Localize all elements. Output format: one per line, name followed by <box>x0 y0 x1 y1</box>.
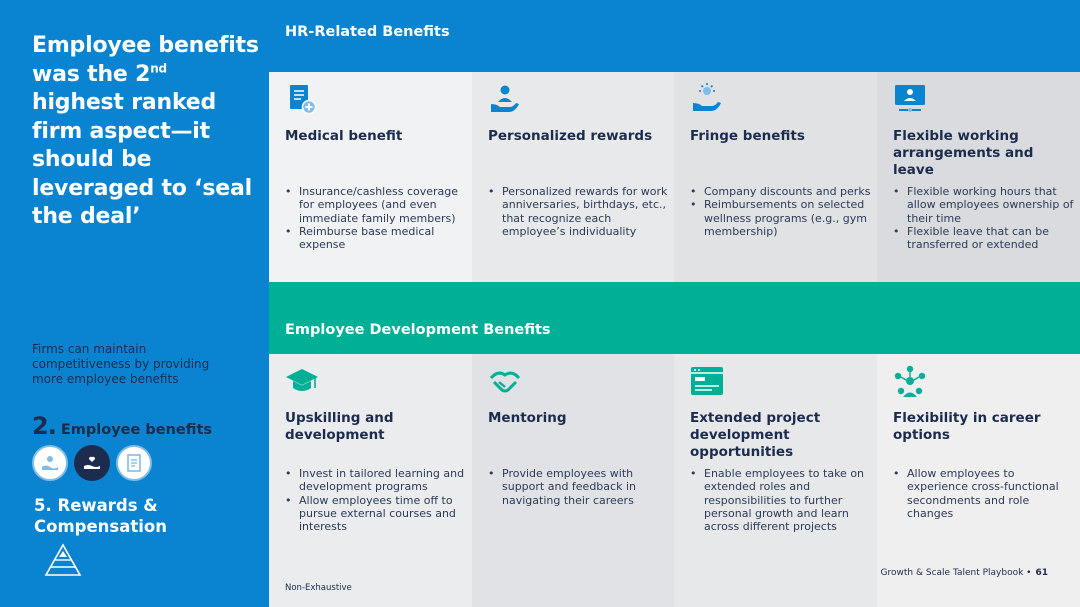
list-item: Flexible working hours that allow employ… <box>893 185 1075 225</box>
list-item: Allow employees to experience cross-func… <box>893 467 1075 520</box>
left-subtext: Firms can maintain competitiveness by pr… <box>32 342 210 386</box>
list-item: Reimbursements on selected wellness prog… <box>690 198 872 238</box>
document-icon <box>116 445 152 481</box>
footnote: Non-Exhaustive <box>285 583 352 593</box>
sun-hand-icon <box>690 82 724 116</box>
remote-laptop-icon <box>893 82 927 116</box>
card-personalized-rewards: Personalized rewards Personalized reward… <box>472 72 675 282</box>
card-title: Flexible working arrangements and leave <box>893 128 1034 178</box>
graduation-cap-icon <box>285 364 319 398</box>
card-fringe-benefits: Fringe benefits Company discounts and pe… <box>674 72 877 282</box>
headline: Employee benefits was the 2nd highest ra… <box>32 33 259 229</box>
list-item: Invest in tailored learning and developm… <box>285 467 467 494</box>
card-career-flexibility: Flexibility in career options Allow empl… <box>877 354 1080 607</box>
bullet-list: Allow employees to experience cross-func… <box>893 467 1075 520</box>
page-footer: Growth & Scale Talent Playbook • 61 <box>880 568 1048 578</box>
list-item: Allow employees time off to pursue exter… <box>285 494 467 534</box>
list-item: Personalized rewards for work anniversar… <box>488 185 670 238</box>
browser-window-icon <box>690 364 724 398</box>
left-panel: Employee benefits was the 2nd highest ra… <box>0 0 269 607</box>
card-title: Flexibility in career options <box>893 410 1041 443</box>
hr-benefits-header: HR-Related Benefits <box>269 0 1080 72</box>
list-item: Provide employees with support and feedb… <box>488 467 670 507</box>
rewards-label: 5. Rewards & Compensation <box>34 496 167 536</box>
heart-hand-icon <box>74 445 110 481</box>
list-item: Enable employees to take on extended rol… <box>690 467 872 533</box>
medical-document-icon <box>285 82 319 116</box>
bullet-list: Flexible working hours that allow employ… <box>893 185 1075 251</box>
handshake-icon <box>488 364 522 398</box>
list-item: Flexible leave that can be transferred o… <box>893 225 1075 252</box>
bullet-list: Personalized rewards for work anniversar… <box>488 185 670 238</box>
hand-coin-icon <box>32 445 68 481</box>
card-title: Personalized rewards <box>488 128 653 144</box>
list-item: Company discounts and perks <box>690 185 872 199</box>
pyramid-logo-icon <box>44 543 82 581</box>
bullet-list: Company discounts and perks Reimbursemen… <box>690 185 872 238</box>
network-people-icon <box>893 364 927 398</box>
card-flexible-working: Flexible working arrangements and leave … <box>877 72 1080 282</box>
person-hand-icon <box>488 82 522 116</box>
card-extended-projects: Extended project development opportuniti… <box>674 354 877 607</box>
card-upskilling: Upskilling and development Invest in tai… <box>269 354 472 607</box>
card-medical-benefit: Medical benefit Insurance/cashless cover… <box>269 72 472 282</box>
bullet-list: Enable employees to take on extended rol… <box>690 467 872 533</box>
card-title: Fringe benefits <box>690 128 805 144</box>
bullet-list: Provide employees with support and feedb… <box>488 467 670 507</box>
card-title: Extended project development opportuniti… <box>690 410 821 460</box>
card-title: Medical benefit <box>285 128 403 144</box>
list-item: Insurance/cashless coverage for employee… <box>285 185 467 225</box>
list-item: Reimburse base medical expense <box>285 225 467 252</box>
page-number: 61 <box>1035 568 1048 578</box>
dev-benefits-header: Employee Development Benefits <box>269 282 1080 354</box>
bullet-list: Insurance/cashless coverage for employee… <box>285 185 467 251</box>
section-title: 2. Employee benefits <box>32 412 213 440</box>
category-icons <box>32 445 152 481</box>
card-mentoring: Mentoring Provide employees with support… <box>472 354 675 607</box>
bullet-list: Invest in tailored learning and developm… <box>285 467 467 533</box>
card-title: Upskilling and development <box>285 410 394 443</box>
card-title: Mentoring <box>488 410 567 426</box>
